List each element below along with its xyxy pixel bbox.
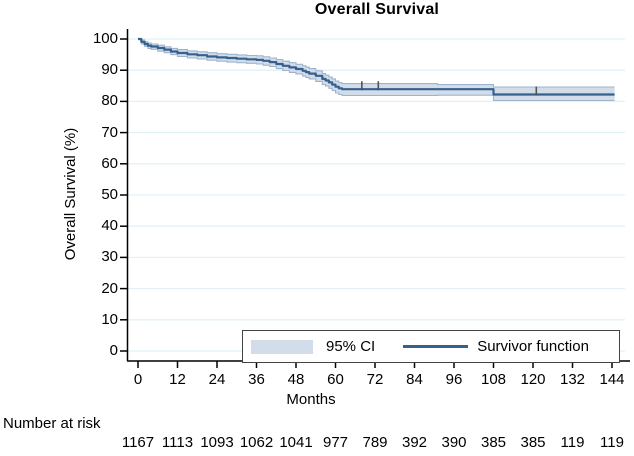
legend-survivor-label: Survivor function bbox=[477, 338, 589, 355]
risk-count: 789 bbox=[362, 434, 388, 451]
chart-title: Overall Survival bbox=[314, 1, 440, 18]
x-tick-label: 12 bbox=[169, 371, 186, 388]
risk-count: 1062 bbox=[239, 434, 274, 451]
y-tick-label: 90 bbox=[101, 61, 118, 79]
risk-count: 1093 bbox=[200, 434, 234, 451]
x-tick-label: 72 bbox=[366, 371, 384, 388]
y-tick-label: 0 bbox=[109, 342, 118, 359]
x-axis-label: Months bbox=[286, 391, 336, 408]
risk-count: 1167 bbox=[121, 434, 155, 451]
y-tick-label: 10 bbox=[101, 310, 118, 328]
x-tick-label: 132 bbox=[559, 371, 586, 388]
survivor-line-swatch bbox=[403, 345, 469, 348]
x-tick-label: 120 bbox=[520, 371, 546, 388]
x-tick-label: 36 bbox=[248, 371, 265, 388]
x-tick-label: 84 bbox=[406, 371, 423, 388]
y-tick-label: 60 bbox=[101, 154, 118, 172]
ci-band-swatch bbox=[251, 339, 313, 354]
risk-count: 1113 bbox=[161, 434, 194, 451]
y-tick-label: 100 bbox=[92, 30, 118, 47]
y-tick-label: 40 bbox=[101, 217, 118, 235]
risk-count: 119 bbox=[560, 434, 585, 451]
x-tick-label: 60 bbox=[327, 371, 344, 388]
legend-ci-label: 95% CI bbox=[326, 338, 376, 355]
y-tick-label: 50 bbox=[101, 186, 118, 203]
risk-count: 119 bbox=[600, 434, 624, 451]
x-tick-label: 96 bbox=[445, 371, 463, 388]
risk-count: 385 bbox=[520, 434, 546, 451]
risk-count: 1041 bbox=[279, 434, 313, 451]
x-tick-label: 0 bbox=[133, 371, 143, 388]
y-tick-label: 30 bbox=[101, 248, 118, 266]
risk-count: 385 bbox=[480, 434, 507, 451]
x-tick-label: 24 bbox=[208, 371, 226, 388]
number-at-risk-label: Number at risk bbox=[3, 415, 101, 432]
y-tick-label: 80 bbox=[101, 92, 118, 110]
x-tick-label: 108 bbox=[480, 371, 507, 388]
risk-count: 390 bbox=[441, 434, 467, 451]
x-tick-label: 48 bbox=[287, 371, 305, 388]
risk-count: 392 bbox=[401, 434, 428, 451]
y-tick-label: 20 bbox=[101, 279, 118, 297]
y-tick-label: 70 bbox=[101, 123, 118, 141]
legend: 95% CI Survivor function bbox=[242, 330, 620, 363]
risk-count: 977 bbox=[322, 434, 349, 451]
x-tick-label: 144 bbox=[599, 371, 625, 388]
